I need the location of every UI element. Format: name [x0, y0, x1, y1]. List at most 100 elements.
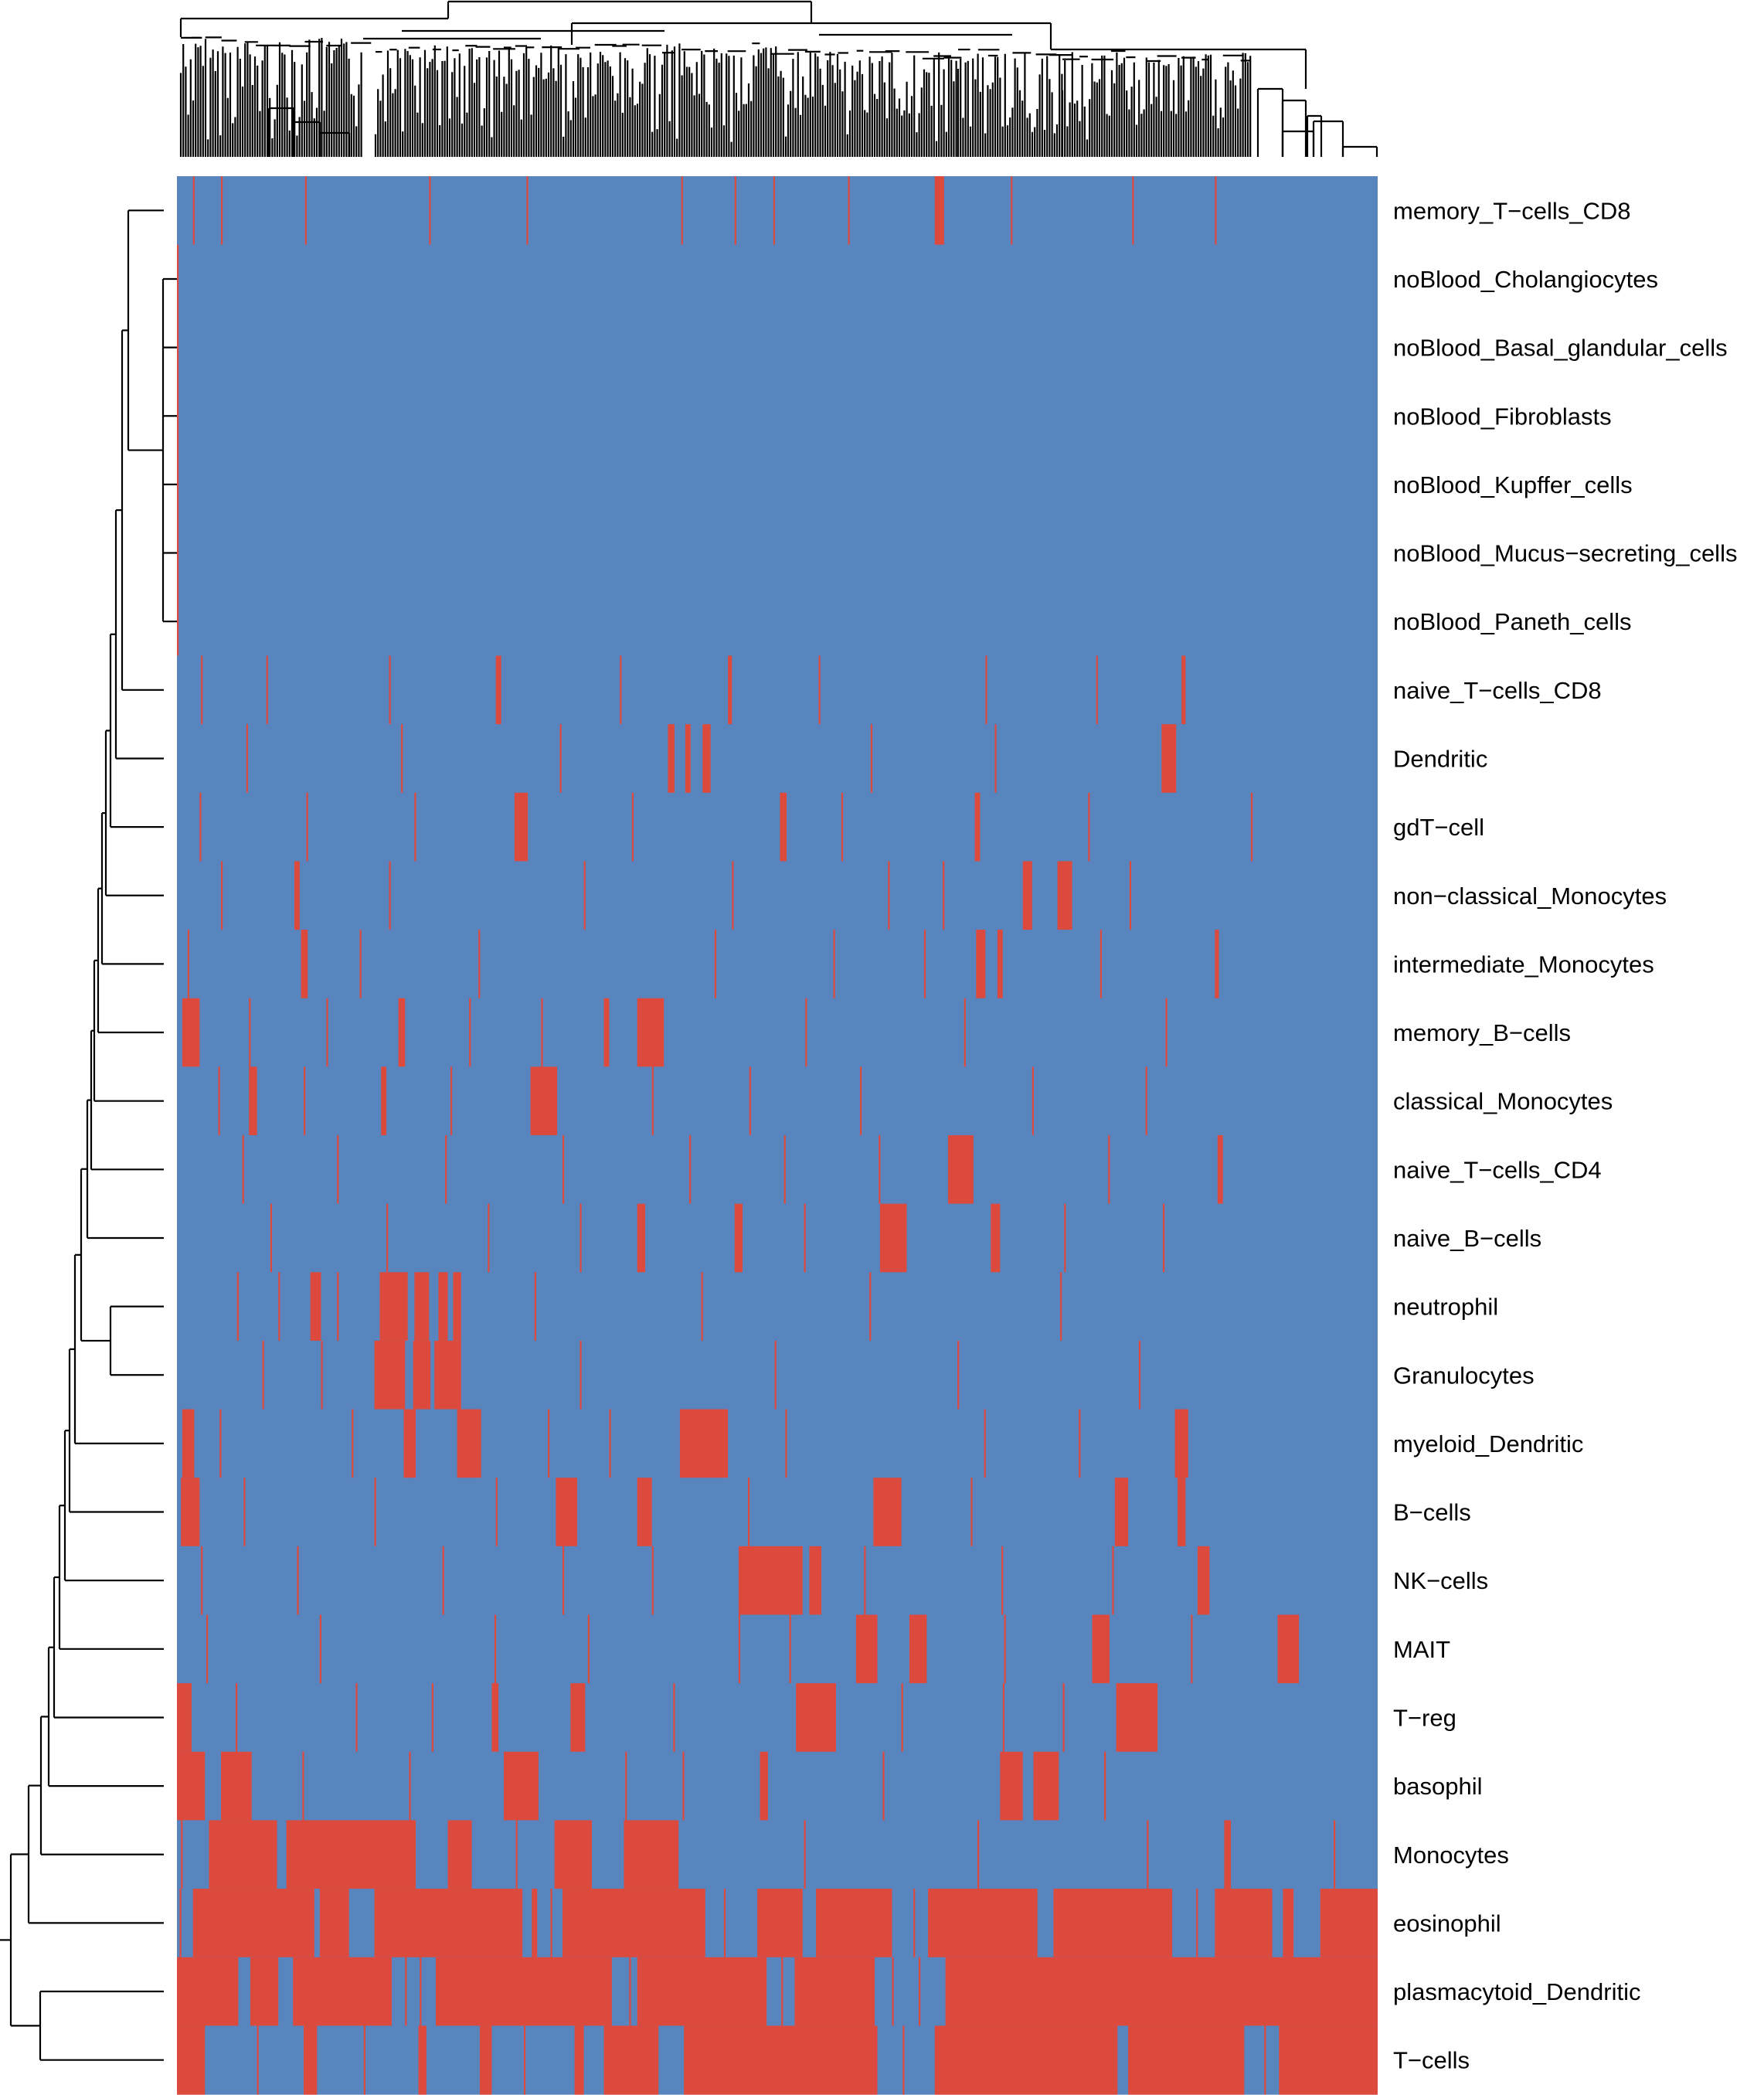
- heatmap-row-background: [177, 998, 1378, 1067]
- row-label: intermediate_Monocytes: [1393, 951, 1654, 978]
- heatmap-cell-high: [901, 1683, 903, 1753]
- heatmap-row: [177, 655, 1378, 725]
- heatmap-cell-high: [220, 1751, 252, 1821]
- heatmap-cells: [177, 176, 1378, 2095]
- heatmap-cell-high: [495, 1478, 498, 1547]
- heatmap-cell-high: [1022, 861, 1032, 930]
- heatmap-cell-high: [242, 1135, 244, 1205]
- heatmap-cell-high: [453, 1272, 461, 1342]
- heatmap-cell-high: [192, 1889, 314, 1958]
- heatmap-cell-high: [442, 1546, 444, 1616]
- row-label: noBlood_Mucus−secreting_cells: [1393, 540, 1737, 567]
- column-dendrogram: [179, 0, 1378, 157]
- heatmap-row-background: [177, 655, 1378, 725]
- heatmap-row-background: [177, 244, 1378, 314]
- heatmap-cell-high: [249, 998, 251, 1067]
- heatmap-cell-high: [532, 1889, 538, 1958]
- heatmap-cell-high: [1129, 861, 1132, 930]
- heatmap-cell-high: [201, 655, 203, 725]
- heatmap-row: [177, 176, 1378, 246]
- row-label: classical_Monocytes: [1393, 1088, 1613, 1115]
- heatmap-cell-high: [530, 1066, 558, 1136]
- heatmap-cell-high: [319, 1614, 321, 1684]
- heatmap-cell-high: [179, 1889, 182, 1958]
- heatmap-cell-high: [1033, 1751, 1059, 1821]
- heatmap-cell-high: [534, 1272, 536, 1342]
- heatmap-cell-high: [1002, 1683, 1005, 1753]
- heatmap-cell-high: [514, 792, 529, 862]
- heatmap-row-background: [177, 1751, 1378, 1821]
- heatmap-cell-high: [1108, 1135, 1110, 1205]
- heatmap-cell-high: [1096, 655, 1098, 725]
- heatmap-cell-high: [1215, 930, 1219, 999]
- heatmap-cell-high: [235, 1683, 238, 1753]
- heatmap-cell-high: [902, 2025, 905, 2095]
- heatmap-cell-high: [923, 930, 926, 999]
- heatmap-cell-high: [479, 2025, 492, 2095]
- row-label: naive_B−cells: [1393, 1225, 1541, 1252]
- heatmap-cell-high: [957, 1340, 960, 1410]
- heatmap-cell-high: [405, 1957, 407, 2026]
- heatmap-cell-high: [580, 1340, 582, 1410]
- heatmap-cell-high: [177, 1751, 206, 1821]
- heatmap-cell-high: [684, 2025, 878, 2095]
- heatmap-cell-high: [1079, 1409, 1081, 1478]
- heatmap-cell-high: [1104, 1751, 1106, 1821]
- row-dendrogram: [0, 209, 177, 2061]
- heatmap-cell-high: [1138, 1340, 1141, 1410]
- heatmap-cell-high: [262, 1340, 264, 1410]
- heatmap-cell-high: [398, 998, 406, 1067]
- heatmap-cell-high: [457, 1409, 481, 1478]
- heatmap-cell-high: [293, 1957, 392, 2026]
- row-label: noBlood_Kupffer_cells: [1393, 471, 1633, 498]
- heatmap-cell-high: [1277, 1614, 1300, 1684]
- heatmap-cell-high: [580, 1203, 582, 1273]
- heatmap-row-background: [177, 1478, 1378, 1547]
- heatmap-cell-high: [409, 1751, 411, 1821]
- heatmap-cell-high: [177, 587, 179, 657]
- heatmap-row: [177, 381, 1378, 451]
- heatmap-cell-high: [469, 998, 471, 1067]
- heatmap-cell-high: [805, 998, 807, 1067]
- heatmap-cell-high: [928, 1889, 1038, 1958]
- heatmap-cell-high: [246, 724, 248, 794]
- heatmap-cell-high: [541, 998, 543, 1067]
- heatmap-cell-high: [321, 1340, 323, 1410]
- heatmap-cell-high: [278, 1272, 280, 1342]
- heatmap-cell-high: [319, 1889, 349, 1958]
- heatmap-cell-high: [182, 998, 200, 1067]
- heatmap-cell-high: [550, 1889, 552, 1958]
- heatmap-cell-high: [1320, 1889, 1378, 1958]
- heatmap-cell-high: [841, 792, 844, 862]
- heatmap-cell-high: [625, 1751, 627, 1821]
- heatmap-row-background: [177, 1066, 1378, 1136]
- heatmap-cell-high: [418, 2025, 427, 2095]
- row-label: memory_B−cells: [1393, 1019, 1571, 1046]
- heatmap-cell-high: [860, 1066, 862, 1136]
- heatmap-cell-high: [734, 176, 736, 246]
- heatmap-cell-high: [1181, 655, 1186, 725]
- heatmap-cell-high: [326, 998, 328, 1067]
- heatmap-cell-high: [637, 1478, 652, 1547]
- heatmap-cell-high: [243, 1478, 246, 1547]
- heatmap-cell-high: [651, 1546, 654, 1616]
- heatmap-cell-high: [974, 792, 981, 862]
- heatmap-cell-high: [1053, 1889, 1173, 1958]
- row-label: non−classical_Monocytes: [1393, 883, 1667, 910]
- heatmap-cell-high: [809, 1546, 821, 1616]
- heatmap-row: [177, 792, 1378, 862]
- heatmap-cell-high: [785, 1409, 787, 1478]
- heatmap-cell-high: [374, 1340, 406, 1410]
- heatmap-cell-high: [182, 1409, 195, 1478]
- heatmap-cell-high: [620, 655, 622, 725]
- heatmap-cell-high: [637, 1957, 767, 2026]
- heatmap-cell-high: [177, 1683, 192, 1753]
- heatmap-row-background: [177, 1614, 1378, 1684]
- row-label: NK−cells: [1393, 1567, 1488, 1594]
- heatmap-cell-high: [948, 1135, 974, 1205]
- heatmap-row-background: [177, 587, 1378, 657]
- heatmap-cell-high: [478, 930, 481, 999]
- heatmap-cell-high: [304, 1066, 306, 1136]
- heatmap-cell-high: [689, 1135, 692, 1205]
- heatmap-cell-high: [374, 1478, 376, 1547]
